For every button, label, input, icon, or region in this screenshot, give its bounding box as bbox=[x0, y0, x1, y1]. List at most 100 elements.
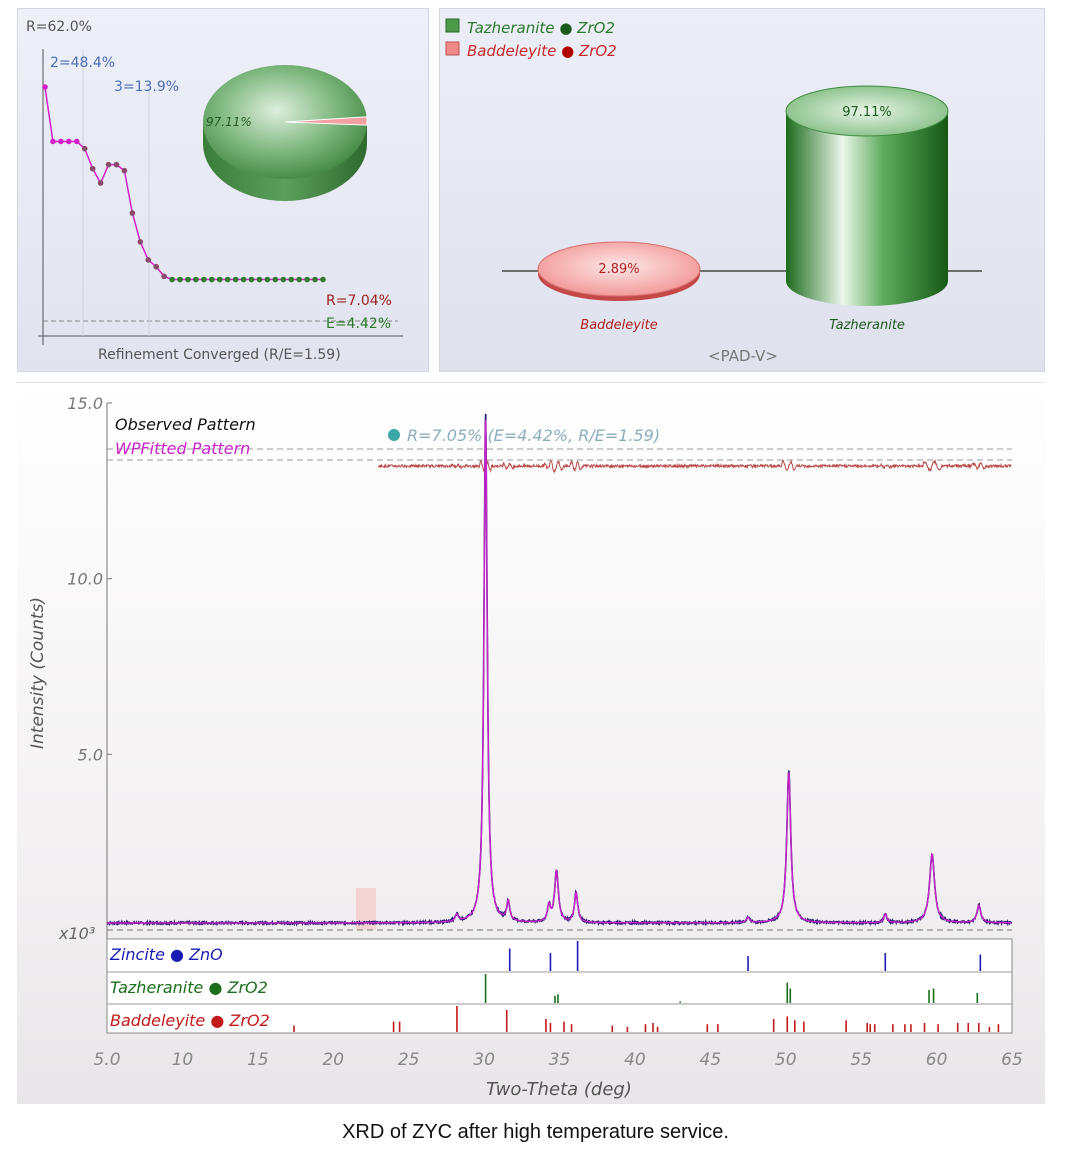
x-tick-label: 35 bbox=[549, 1050, 571, 1070]
refine-e-final: E=4.42% bbox=[326, 316, 391, 332]
x-tick-label: 40 bbox=[624, 1050, 646, 1070]
refine-point bbox=[113, 161, 120, 168]
phase-amount-panel: Tazheranite ● ZrO2 Baddeleyite ● ZrO2 2.… bbox=[439, 8, 1045, 372]
refine-point bbox=[201, 276, 207, 283]
refine-point bbox=[256, 276, 263, 283]
legend-swatch-baddeleyite bbox=[445, 41, 460, 56]
pad-footer: <PAD-V> bbox=[708, 347, 778, 365]
legend-observed: Observed Pattern bbox=[115, 415, 256, 434]
cylinder-top bbox=[785, 85, 949, 137]
x-axis-label: Two-Theta (deg) bbox=[486, 1079, 632, 1100]
bar-tazheranite: 97.11% Tazheranite bbox=[785, 85, 949, 333]
bar-label-tazheranite: Tazheranite bbox=[829, 318, 905, 333]
phase-label-tazheranite: Tazheranite ● ZrO2 bbox=[110, 978, 268, 997]
cylinder-body bbox=[786, 111, 948, 306]
refine-point bbox=[145, 257, 152, 263]
refine-point bbox=[312, 276, 318, 283]
refine-point bbox=[264, 276, 271, 283]
bar-value-tazheranite: 97.11% bbox=[842, 105, 892, 120]
refine-point bbox=[280, 276, 287, 283]
refine-point bbox=[73, 138, 80, 145]
pie-value-label: 97.11% bbox=[206, 115, 252, 129]
refine-point bbox=[161, 273, 167, 280]
pie-slice-baddeleyite bbox=[284, 116, 368, 126]
refine-point bbox=[97, 180, 104, 186]
bar-label-baddeleyite: Baddeleyite bbox=[580, 318, 657, 333]
x-tick-label: 25 bbox=[398, 1050, 420, 1070]
refine-point bbox=[129, 210, 136, 216]
xrd-chart: 15.010.05.0 5.0 10 15 20 25 30 35 40 45 50 55 60 65 … bbox=[28, 394, 1023, 1100]
refinement-chart: R=62.0% 2=48.4% 3=13.9% R=7.04% E=4.42% … bbox=[26, 19, 403, 363]
y-axis-label: Intensity (Counts) bbox=[28, 597, 48, 749]
refine-point bbox=[153, 263, 159, 270]
fit-stats: R=7.05% (E=4.42%, R/E=1.59) bbox=[388, 426, 660, 445]
refine-step2: 2=48.4% bbox=[50, 55, 115, 71]
refine-point bbox=[288, 276, 295, 283]
highlight-region bbox=[356, 888, 376, 930]
legend-tazheranite: Tazheranite ● ZrO2 bbox=[467, 19, 615, 37]
fit-stats-text: R=7.05% (E=4.42%, R/E=1.59) bbox=[407, 426, 660, 445]
y-tick-label: 15.0 bbox=[67, 394, 103, 413]
x-tick-label: 20 bbox=[322, 1050, 344, 1070]
refine-point bbox=[50, 138, 56, 145]
refine-point bbox=[304, 276, 310, 283]
phase-amount-chart: Tazheranite ● ZrO2 Baddeleyite ● ZrO2 2.… bbox=[445, 18, 982, 365]
phase-sticks bbox=[293, 941, 1000, 1032]
refine-point bbox=[89, 165, 96, 172]
refine-point bbox=[169, 276, 175, 283]
refine-point bbox=[248, 276, 255, 283]
refine-r-initial: R=62.0% bbox=[26, 19, 92, 35]
phase-label-zincite: Zincite ● ZnO bbox=[109, 945, 223, 964]
x-tick-label: 15 bbox=[247, 1050, 269, 1070]
refine-point bbox=[42, 84, 48, 90]
y-multiplier: x10³ bbox=[58, 924, 95, 943]
figure-caption: XRD of ZYC after high temperature servic… bbox=[342, 1121, 729, 1143]
disk-top bbox=[537, 241, 701, 297]
y-tick-label: 10.0 bbox=[67, 570, 103, 589]
legend-swatch-tazheranite bbox=[445, 18, 460, 33]
series-observed bbox=[106, 413, 1013, 927]
bar-value-baddeleyite: 2.89% bbox=[598, 262, 639, 277]
refine-r-points bbox=[42, 84, 326, 283]
x-tick-label: 55 bbox=[850, 1050, 872, 1070]
refine-point bbox=[185, 276, 191, 283]
x-tick-label: 10 bbox=[172, 1050, 194, 1070]
x-tick-label: 45 bbox=[700, 1050, 722, 1070]
phase-stick-panel bbox=[106, 938, 1013, 1034]
refine-point bbox=[66, 138, 72, 145]
x-tick-label: 30 bbox=[473, 1050, 495, 1070]
refine-point bbox=[177, 276, 183, 283]
x-tick-label: 60 bbox=[926, 1050, 948, 1070]
refine-point bbox=[193, 276, 199, 283]
y-ticks: 15.0 10.0 5.0 bbox=[67, 394, 112, 764]
refinement-panel: R=62.0% 2=48.4% 3=13.9% R=7.04% E=4.42% … bbox=[17, 8, 429, 372]
x-tick-label: 50 bbox=[775, 1050, 797, 1070]
fit-stats-dot-icon bbox=[388, 429, 400, 441]
refine-point bbox=[296, 276, 302, 283]
bar-baddeleyite: 2.89% Baddeleyite bbox=[537, 241, 701, 333]
refine-point bbox=[240, 276, 247, 283]
legend-baddeleyite: Baddeleyite ● ZrO2 bbox=[467, 42, 617, 60]
refine-r-final: R=7.04% bbox=[326, 293, 392, 309]
x-tick-label: 65 bbox=[1001, 1050, 1023, 1070]
refine-step3: 3=13.9% bbox=[114, 79, 179, 95]
composition-pie: 97.11% bbox=[203, 65, 368, 201]
refine-point bbox=[224, 276, 231, 283]
residual-trace bbox=[378, 458, 1012, 475]
xrd-panel: 15.0 10.0 5.0 5.0 10 15 20 25 30 35 40 45 50 55 60 65 … bbox=[17, 382, 1045, 1104]
refine-point bbox=[121, 167, 128, 174]
phase-label-baddeleyite: Baddeleyite ● ZrO2 bbox=[110, 1011, 270, 1030]
refine-point bbox=[81, 145, 88, 152]
refine-point bbox=[232, 276, 239, 283]
x-tick-label: 5.0 bbox=[93, 1050, 120, 1070]
y-tick-label: 5.0 bbox=[78, 745, 103, 764]
refine-point bbox=[216, 276, 223, 283]
refine-point bbox=[320, 276, 326, 283]
series-fitted bbox=[107, 419, 1012, 924]
refine-point bbox=[105, 161, 112, 168]
refine-point bbox=[272, 276, 279, 283]
legend-fitted: WPFitted Pattern bbox=[115, 439, 250, 458]
phase-legend: Tazheranite ● ZrO2 Baddeleyite ● ZrO2 bbox=[445, 18, 617, 60]
refine-point bbox=[137, 239, 144, 245]
refine-point bbox=[209, 276, 215, 283]
